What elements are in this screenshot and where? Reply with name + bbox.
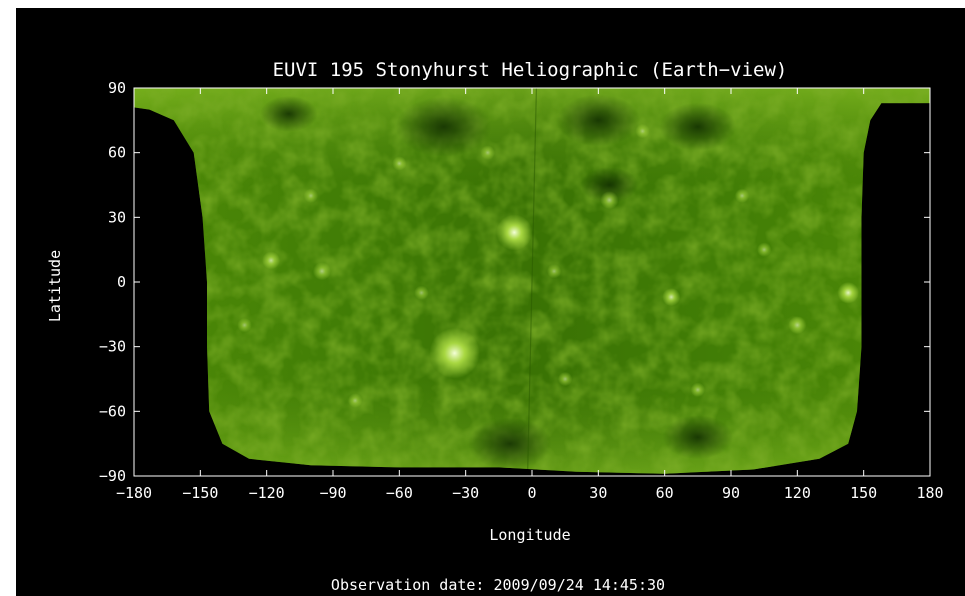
- dark-region: [556, 94, 640, 147]
- x-tick-label: 30: [589, 484, 607, 502]
- y-tick-label: −60: [99, 402, 126, 420]
- dark-region: [662, 415, 734, 460]
- heliographic-map-figure: −180 −150 −120 −90 −60 −30 0 30 60 90 120 150 180 −9…: [46, 59, 944, 594]
- bright-active-region: [303, 188, 319, 203]
- y-tick-label: 0: [117, 273, 126, 291]
- observation-date: Observation date: 2009/09/24 14:45:30: [331, 576, 665, 594]
- x-tick-label: 60: [656, 484, 674, 502]
- x-axis-label: Longitude: [489, 526, 570, 544]
- y-ticks: −90 −60 −30 0 30 60 90: [99, 79, 930, 485]
- bright-active-region: [662, 288, 681, 307]
- bright-active-region: [546, 264, 562, 279]
- x-tick-label: 120: [784, 484, 811, 502]
- dark-region: [259, 95, 318, 132]
- bright-active-region: [237, 317, 252, 333]
- bright-active-region: [635, 123, 650, 139]
- x-ticks: −180 −150 −120 −90 −60 −30 0 30 60 90 120 150 180: [116, 88, 944, 502]
- y-tick-label: −90: [99, 467, 126, 485]
- dark-region: [468, 417, 552, 470]
- y-tick-label: 30: [108, 208, 126, 226]
- bright-active-region: [262, 251, 281, 270]
- solar-surface: [134, 88, 930, 474]
- bright-active-region: [600, 191, 619, 210]
- solar-map-layer: [134, 88, 930, 474]
- x-tick-label: 90: [722, 484, 740, 502]
- bright-active-region: [756, 242, 772, 257]
- x-tick-label: 0: [527, 484, 536, 502]
- x-tick-label: 180: [916, 484, 943, 502]
- x-tick-label: −90: [319, 484, 346, 502]
- y-axis-label: Latitude: [46, 250, 64, 322]
- bright-active-region: [414, 285, 429, 300]
- y-tick-label: −30: [99, 338, 126, 356]
- x-tick-label: −180: [116, 484, 152, 502]
- dark-region: [659, 102, 737, 151]
- dark-region: [395, 96, 492, 157]
- bright-active-region: [312, 262, 331, 281]
- dark-region: [580, 167, 639, 203]
- bright-active-region: [347, 393, 363, 408]
- bright-active-region: [496, 214, 533, 251]
- bright-active-region: [392, 156, 407, 171]
- x-tick-label: −30: [452, 484, 479, 502]
- y-tick-label: 60: [108, 144, 126, 162]
- x-tick-label: 150: [850, 484, 877, 502]
- bright-active-region: [557, 371, 573, 387]
- plot-panel: −180 −150 −120 −90 −60 −30 0 30 60 90 120 150 180 −9…: [16, 8, 965, 596]
- bright-active-region: [837, 281, 859, 304]
- axes-layer: −180 −150 −120 −90 −60 −30 0 30 60 90 120 150 180 −9…: [99, 79, 944, 502]
- bright-active-region: [480, 145, 495, 160]
- y-tick-label: 90: [108, 79, 126, 97]
- x-tick-label: −60: [386, 484, 413, 502]
- chart-title: EUVI 195 Stonyhurst Heliographic (Earth−…: [273, 59, 788, 81]
- x-tick-label: −150: [182, 484, 218, 502]
- bright-active-region: [788, 316, 807, 335]
- x-tick-label: −120: [249, 484, 285, 502]
- bright-active-region: [734, 188, 750, 203]
- bright-active-region: [429, 327, 480, 379]
- bright-active-region: [690, 382, 706, 397]
